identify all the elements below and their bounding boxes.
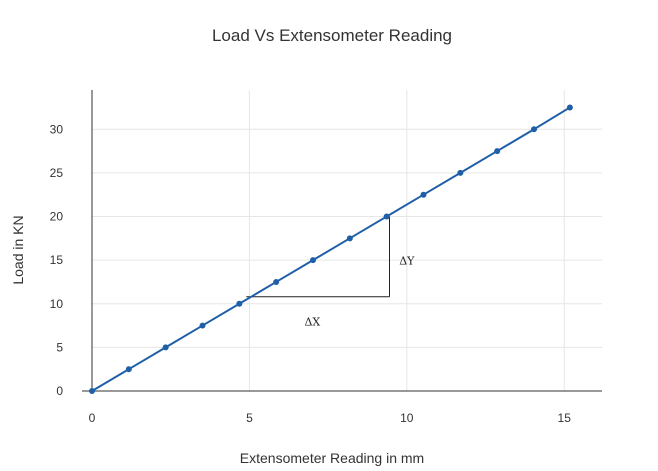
x-axis-label: Extensometer Reading in mm (240, 450, 424, 466)
slope-triangle (246, 216, 390, 298)
chart-title: Load Vs Extensometer Reading (212, 26, 452, 45)
y-tick-label: 5 (56, 340, 63, 354)
data-point (420, 191, 427, 198)
x-tick-label: 15 (558, 411, 572, 425)
x-tick-label: 10 (400, 411, 414, 425)
data-point (457, 169, 464, 176)
annotations: ΔX ΔY (304, 254, 415, 328)
y-tick-label: 15 (50, 253, 64, 267)
data-point (566, 104, 573, 111)
data-point (531, 126, 537, 133)
annotation-label: ΔX (304, 316, 320, 329)
data-point (236, 300, 243, 307)
data-point (346, 235, 353, 242)
x-tick-label: 0 (89, 411, 96, 425)
y-tick-label: 20 (50, 210, 64, 224)
data-point (125, 366, 132, 373)
x-tick-label: 5 (246, 411, 253, 425)
annotation-label: ΔY (399, 254, 415, 267)
y-tick-label: 30 (50, 122, 64, 136)
y-ticks: 0 5 10 15 20 25 30 (50, 122, 64, 398)
y-tick-label: 0 (56, 384, 63, 398)
grid (92, 90, 602, 391)
data-point (199, 322, 206, 329)
x-ticks: 0 5 10 15 (89, 411, 572, 425)
data-point (89, 388, 95, 394)
y-axis-label: Load in KN (10, 215, 26, 284)
y-tick-label: 25 (50, 166, 64, 180)
data-point (494, 148, 501, 155)
series-points (89, 104, 573, 394)
data-point (310, 257, 316, 264)
y-tick-label: 10 (50, 297, 64, 311)
data-point (162, 344, 169, 351)
series-lines (91, 106, 571, 392)
data-point (273, 278, 280, 285)
data-point (383, 213, 390, 220)
series-line (91, 106, 571, 392)
